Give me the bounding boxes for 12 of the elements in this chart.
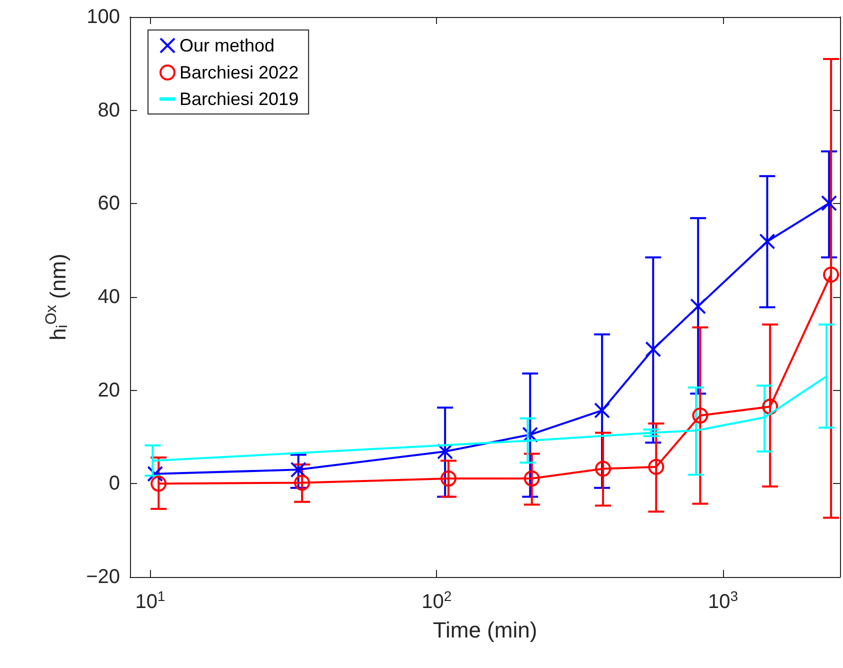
- y-tick-label: 20: [98, 379, 120, 402]
- y-tick-label: 0: [108, 472, 120, 495]
- legend-label: Barchiesi 2022: [180, 62, 299, 82]
- legend-label: Our method: [180, 36, 275, 56]
- y-tick-label: 100: [86, 6, 120, 28]
- y-axis-title: hiOx (nm): [42, 254, 71, 340]
- x-axis-title: Time (min): [432, 618, 538, 642]
- legend-label: Barchiesi 2019: [180, 89, 299, 109]
- y-tick-label: 40: [98, 286, 120, 308]
- y-tick-label: 60: [98, 192, 120, 215]
- y-tick-label: −20: [86, 566, 120, 588]
- y-tick-label: 80: [98, 99, 120, 122]
